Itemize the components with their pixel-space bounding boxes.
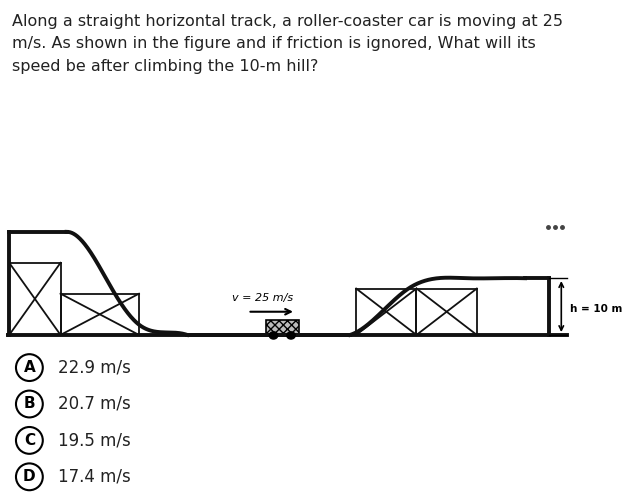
Text: 22.9 m/s: 22.9 m/s bbox=[58, 359, 131, 377]
Text: B: B bbox=[24, 397, 35, 412]
Text: v = 25 m/s: v = 25 m/s bbox=[233, 293, 294, 304]
Bar bbox=[266, 321, 299, 335]
Text: 20.7 m/s: 20.7 m/s bbox=[58, 395, 131, 413]
Text: 19.5 m/s: 19.5 m/s bbox=[58, 431, 131, 449]
Circle shape bbox=[287, 332, 295, 339]
Text: Along a straight horizontal track, a roller-coaster car is moving at 25
m/s. As : Along a straight horizontal track, a rol… bbox=[12, 14, 564, 74]
Text: A: A bbox=[24, 360, 35, 375]
Text: D: D bbox=[23, 469, 35, 484]
Text: 17.4 m/s: 17.4 m/s bbox=[58, 468, 131, 486]
Circle shape bbox=[269, 332, 277, 339]
Text: h = 10 m: h = 10 m bbox=[570, 304, 622, 314]
Text: C: C bbox=[24, 433, 35, 448]
